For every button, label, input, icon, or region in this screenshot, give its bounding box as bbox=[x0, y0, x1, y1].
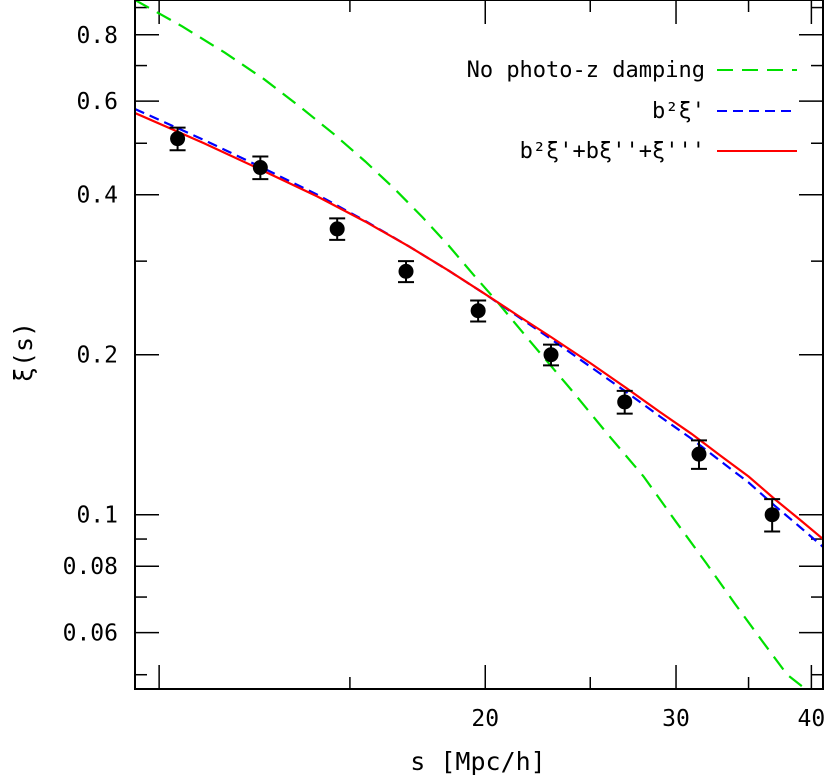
legend-label-b2xi: b²ξ' bbox=[652, 99, 705, 124]
tick-marks bbox=[135, 0, 823, 689]
data-point bbox=[543, 347, 559, 363]
legend: No photo-z damping b²ξ' b²ξ'+bξ''+ξ''' bbox=[467, 58, 797, 164]
series-full-line bbox=[135, 111, 823, 540]
y-tick-label: 0.8 bbox=[76, 23, 118, 49]
data-point bbox=[764, 507, 780, 523]
series-b2xi-line bbox=[135, 107, 823, 548]
x-tick-label: 30 bbox=[662, 706, 690, 732]
data-point bbox=[470, 303, 486, 319]
data-point bbox=[398, 263, 414, 279]
legend-label-full: b²ξ'+bξ''+ξ''' bbox=[520, 139, 705, 164]
y-tick-label: 0.6 bbox=[76, 89, 118, 115]
series-lines bbox=[135, 0, 823, 689]
y-tick-label: 0.08 bbox=[63, 554, 118, 580]
x-tick-label: 20 bbox=[471, 706, 499, 732]
y-axis-title: ξ(s) bbox=[9, 322, 38, 382]
data-points bbox=[169, 126, 781, 533]
data-point bbox=[691, 446, 707, 462]
data-point bbox=[617, 394, 633, 410]
x-axis-title: s [Mpc/h] bbox=[410, 747, 545, 776]
x-tick-label: 40 bbox=[798, 706, 826, 732]
y-tick-label: 0.06 bbox=[63, 621, 118, 647]
series-no-damping-line bbox=[135, 0, 807, 689]
plot-frame bbox=[134, 0, 824, 690]
y-tick-label: 0.2 bbox=[76, 343, 118, 369]
tick-labels: 20 30 40 0.06 0.08 0.1 0.2 0.4 0.6 0.8 bbox=[63, 23, 826, 732]
y-tick-label: 0.4 bbox=[76, 183, 118, 209]
data-point bbox=[329, 221, 345, 237]
data-point bbox=[170, 131, 186, 147]
y-tick-label: 0.1 bbox=[76, 503, 118, 529]
data-point bbox=[252, 160, 268, 176]
legend-label-no-damping: No photo-z damping bbox=[467, 58, 705, 83]
